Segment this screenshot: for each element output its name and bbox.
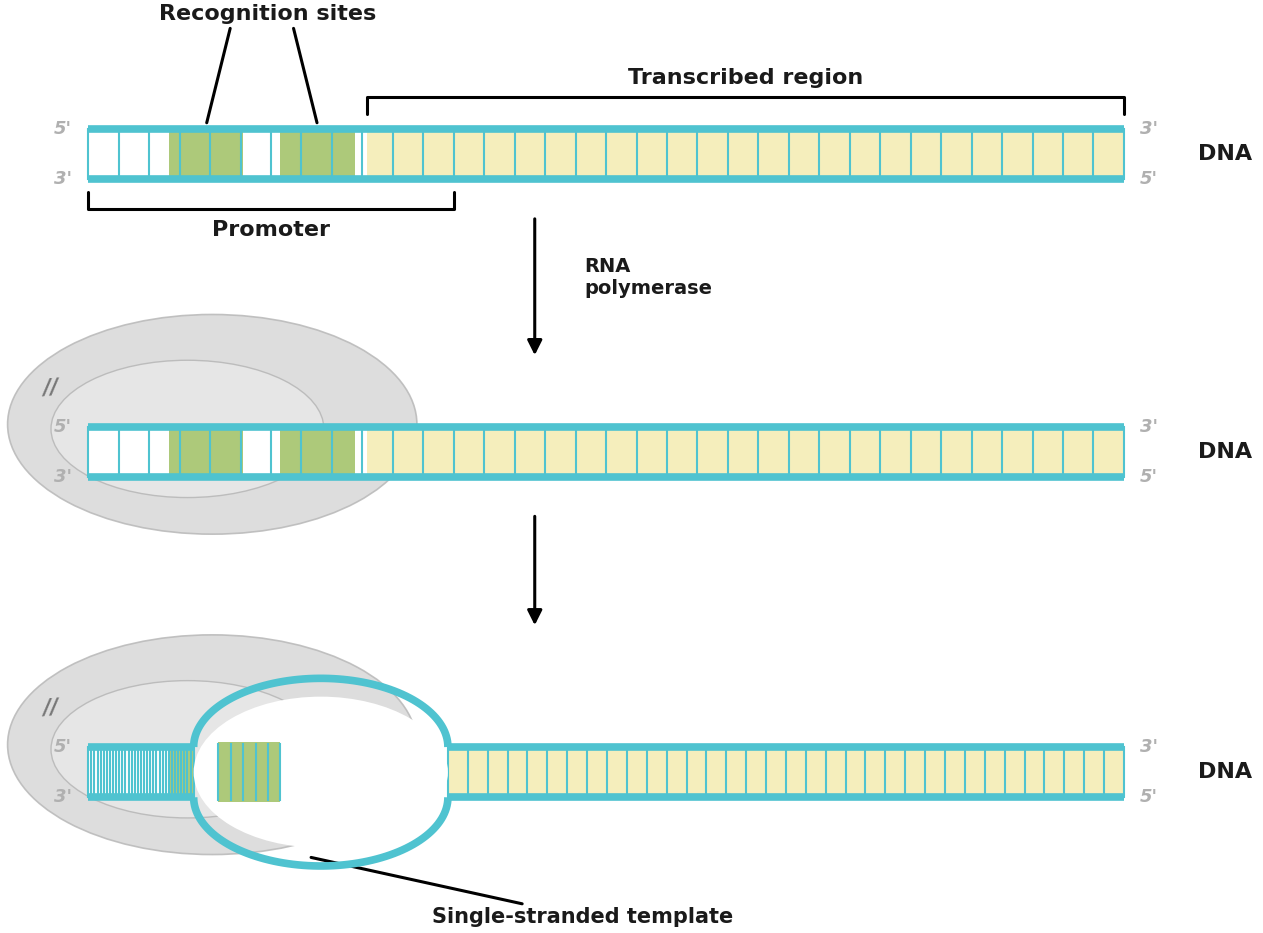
Bar bbox=[169, 426, 244, 477]
Bar bbox=[368, 426, 1124, 477]
Text: 3': 3' bbox=[54, 788, 72, 806]
Text: Promoter: Promoter bbox=[212, 220, 330, 240]
Text: 5': 5' bbox=[1140, 468, 1158, 486]
Bar bbox=[88, 129, 368, 179]
Text: //: // bbox=[42, 377, 59, 398]
Ellipse shape bbox=[8, 314, 417, 535]
Bar bbox=[88, 747, 193, 798]
Text: 5': 5' bbox=[54, 120, 72, 138]
Bar bbox=[280, 129, 355, 179]
Text: 5': 5' bbox=[1140, 171, 1158, 188]
Ellipse shape bbox=[8, 634, 417, 855]
Text: Single-stranded template: Single-stranded template bbox=[311, 857, 734, 927]
Text: 3': 3' bbox=[1140, 120, 1158, 138]
Bar bbox=[448, 747, 1124, 798]
Bar bbox=[218, 742, 280, 802]
Text: DNA: DNA bbox=[1199, 762, 1253, 782]
Ellipse shape bbox=[193, 697, 448, 848]
Text: 5': 5' bbox=[54, 738, 72, 756]
Text: 3': 3' bbox=[54, 468, 72, 486]
Text: RNA
polymerase: RNA polymerase bbox=[585, 258, 712, 299]
Ellipse shape bbox=[51, 681, 323, 818]
Text: 3': 3' bbox=[1140, 418, 1158, 436]
Bar bbox=[88, 426, 368, 477]
Bar bbox=[280, 426, 355, 477]
Text: Recognition sites: Recognition sites bbox=[159, 4, 376, 24]
Bar bbox=[169, 129, 244, 179]
Ellipse shape bbox=[51, 360, 323, 497]
Text: DNA: DNA bbox=[1199, 442, 1253, 462]
Bar bbox=[169, 747, 193, 798]
Text: DNA: DNA bbox=[1199, 145, 1253, 164]
Text: //: // bbox=[42, 697, 59, 718]
Text: 5': 5' bbox=[54, 418, 72, 436]
Text: 3': 3' bbox=[1140, 738, 1158, 756]
Text: 3': 3' bbox=[54, 171, 72, 188]
Bar bbox=[368, 129, 1124, 179]
Text: Transcribed region: Transcribed region bbox=[628, 68, 863, 88]
Text: 5': 5' bbox=[1140, 788, 1158, 806]
